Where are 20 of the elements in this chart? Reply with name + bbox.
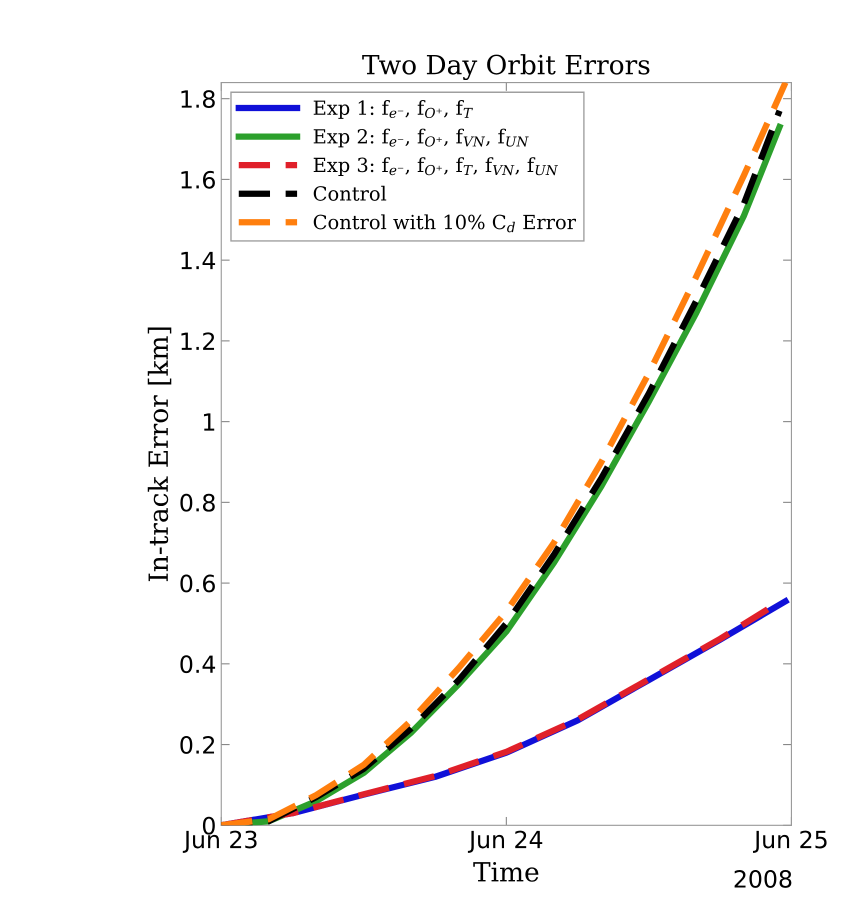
legend-label: Control <box>314 186 386 201</box>
y-tick-label: 1.6 <box>181 170 215 189</box>
y-tick-label: 1.8 <box>181 90 215 108</box>
x-tick-label: Jun 24 <box>468 830 542 853</box>
y-axis-title: In-track Error [km] <box>148 327 172 582</box>
y-tick-label: 1.2 <box>181 332 214 350</box>
y-tick-label: 0.2 <box>180 736 214 754</box>
legend-label: Exp 2: f$_{e⁻}$, f$_{O⁺}$, f$_{VN}$, f$_{UN}$ <box>314 128 529 148</box>
legend-label: Control with 10% C$_{d}$ Error <box>314 214 576 232</box>
chart-title: Two Day Orbit Errors <box>362 54 650 80</box>
y-tick-label: 1.4 <box>181 252 216 270</box>
y-tick-label: 0.8 <box>180 494 215 512</box>
x-tick-label: Jun 25 <box>752 830 827 853</box>
x-axis-title: Time <box>473 862 538 882</box>
text: 2008 <box>734 870 792 888</box>
y-tick-label: 0.6 <box>180 574 215 592</box>
legend-label: Exp 1: f$_{e⁻}$, f$_{O⁺}$, f$_{T}$ <box>314 100 473 119</box>
text: Exp 3: f$_{e⁻}$, f$_{O⁺}$, f$_{T}$, f$_{VN}$, f$_{UN}$ <box>314 157 558 176</box>
y-tick-label: 0.4 <box>180 655 216 674</box>
y-tick-label: 1 <box>204 413 214 431</box>
